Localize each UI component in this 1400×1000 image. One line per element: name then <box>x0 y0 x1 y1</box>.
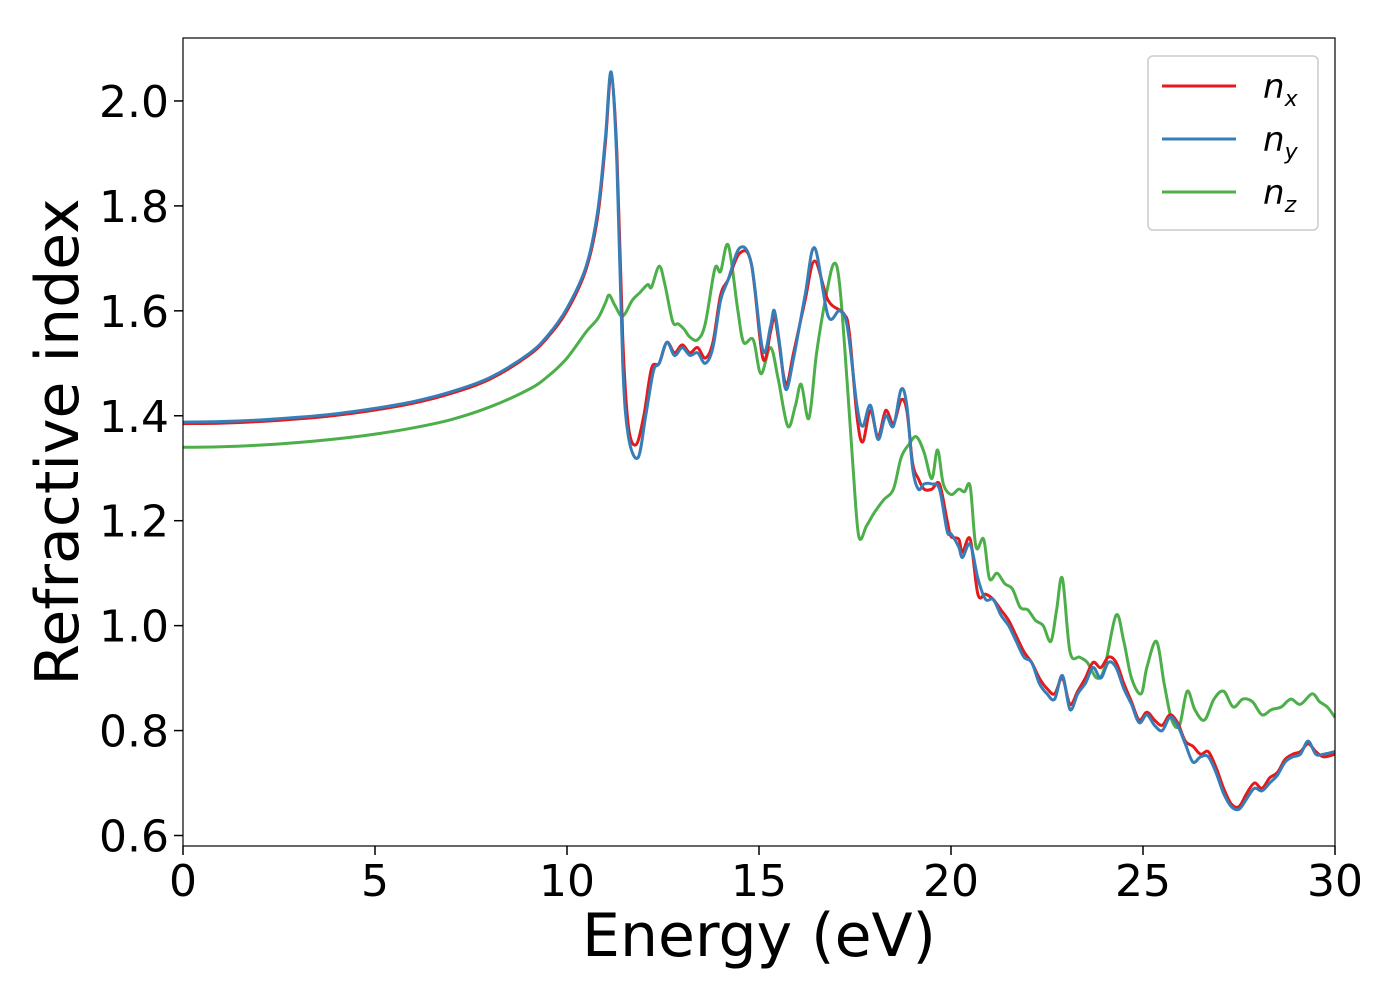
y-tick-label: 0.6 <box>99 812 169 863</box>
x-tick-label: 15 <box>731 856 787 907</box>
legend: nx ny nz <box>1147 55 1319 231</box>
x-tick-label: 10 <box>539 856 595 907</box>
x-tick-label: 25 <box>1115 856 1171 907</box>
y-tick-label: 1.6 <box>99 287 169 338</box>
y-tick-label: 2.0 <box>99 77 169 128</box>
x-tick-label: 30 <box>1307 856 1363 907</box>
x-tick-label: 0 <box>169 856 197 907</box>
legend-label-y: ny <box>1263 120 1299 165</box>
legend-label-x: nx <box>1263 67 1299 112</box>
y-axis-ticks: 0.6 0.8 1.0 1.2 1.4 1.6 1.8 2.0 <box>99 77 183 863</box>
series-line-y <box>183 70 1335 812</box>
x-axis-ticks: 0 5 10 15 20 25 30 <box>169 846 1363 907</box>
y-tick-label: 1.2 <box>99 497 169 548</box>
x-tick-label: 20 <box>923 856 979 907</box>
legend-label-z: nz <box>1263 173 1297 218</box>
series-layer <box>183 70 1335 812</box>
x-axis-label: Energy (eV) <box>582 901 936 971</box>
y-tick-label: 1.4 <box>99 392 169 443</box>
y-tick-label: 0.8 <box>99 707 169 758</box>
y-tick-label: 1.0 <box>99 602 169 653</box>
x-tick-label: 5 <box>361 856 389 907</box>
legend-box <box>1147 55 1319 231</box>
y-axis-label: Refractive index <box>23 198 93 685</box>
y-tick-label: 1.8 <box>99 182 169 233</box>
